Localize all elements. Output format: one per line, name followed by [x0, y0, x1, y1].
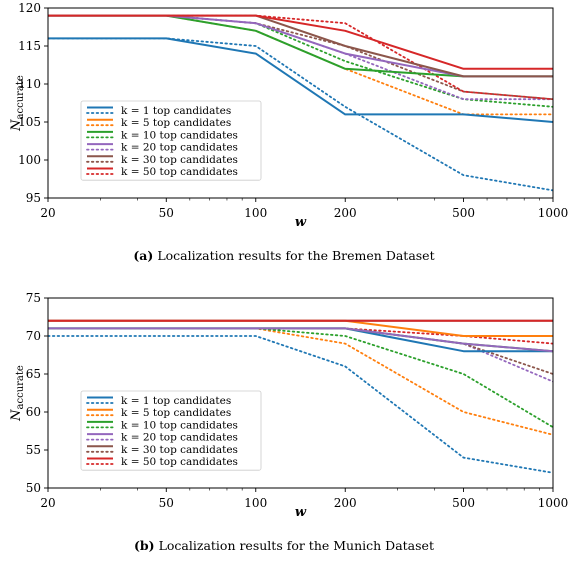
- series-line-dotted-dotted: [48, 327, 553, 383]
- x-tick-label: 100: [244, 206, 267, 220]
- series-line-dotted-dotted: [48, 327, 553, 436]
- legend-label: k = 50 top candidates: [121, 456, 238, 468]
- x-tick-label: 500: [452, 206, 475, 220]
- x-tick-label: 200: [334, 496, 357, 510]
- legend-label: k = 1 top candidates: [121, 395, 231, 407]
- y-axis-label-main: N: [9, 119, 24, 132]
- y-axis-label: Naccurate: [9, 365, 26, 422]
- series-line-k-10-top-candidates-solid: [48, 327, 553, 353]
- legend-label: k = 50 top candidates: [121, 166, 238, 178]
- caption-b-text: Localization results for the Munich Data…: [158, 538, 434, 553]
- y-axis-label-sub: accurate: [15, 75, 26, 119]
- y-tick-label: 60: [26, 405, 41, 419]
- y-tick-label: 95: [26, 191, 41, 205]
- x-tick-label: 20: [40, 206, 55, 220]
- series-line-dotted-dotted: [48, 14, 553, 108]
- y-tick-label: 120: [18, 1, 41, 15]
- y-tick-label: 55: [26, 443, 41, 457]
- y-tick-label: 75: [26, 291, 41, 305]
- series-line-dotted-dotted: [48, 14, 553, 101]
- y-tick-label: 115: [18, 39, 41, 53]
- series-line-dotted-dotted: [48, 327, 553, 429]
- x-tick-label: 1000: [538, 206, 568, 220]
- axes-frame: [47, 297, 554, 489]
- plot-panel-a: 20 50 100 200 500 1000 95 100 105 110 115 120 w Naccu…: [9, 1, 568, 230]
- series-line-k-5-top-candidates-dotted: [48, 14, 553, 116]
- caption-a-label: (a): [133, 248, 154, 263]
- caption-a-text: Localization results for the Bremen Data…: [157, 248, 435, 263]
- series-line-k-50-top-candidates-solid: [48, 14, 553, 70]
- y-tick-label: 100: [18, 153, 41, 167]
- legend-label: k = 20 top candidates: [121, 432, 238, 444]
- series-line-k-1-top-candidates-solid: [48, 327, 553, 353]
- series-line-dotted-dotted: [48, 335, 553, 474]
- legend-box: [80, 390, 262, 471]
- y-axis-label-sub: accurate: [15, 365, 26, 409]
- axes-frame: [47, 7, 554, 199]
- x-axis-label: w: [295, 215, 307, 230]
- y-tick-label: 70: [26, 329, 41, 343]
- legend-label: k = 30 top candidates: [121, 154, 238, 166]
- y-tick-label: 65: [26, 367, 41, 381]
- x-axis-label: w: [295, 505, 307, 520]
- legend-box: [80, 100, 262, 181]
- series-line-k-1-top-candidates-solid: [48, 37, 553, 123]
- series-group: [48, 14, 553, 192]
- series-line-dotted-dotted: [48, 37, 553, 192]
- series-line-dotted-dotted: [48, 327, 553, 375]
- legend-label: k = 10 top candidates: [121, 419, 238, 431]
- caption-b-label: (b): [134, 538, 155, 553]
- series-line-k-20-top-candidates-solid: [48, 327, 553, 353]
- legend-label: k = 5 top candidates: [121, 407, 231, 419]
- series-line-k-10-top-candidates-solid: [48, 14, 553, 78]
- series-line-dotted-dotted: [48, 14, 553, 101]
- legend-label: k = 10 top candidates: [121, 129, 238, 141]
- y-tick-label: 105: [18, 115, 41, 129]
- legend-label: k = 30 top candidates: [121, 444, 238, 456]
- x-tick-label: 200: [334, 206, 357, 220]
- legend-label: k = 1 top candidates: [121, 105, 231, 117]
- series-line-dotted-dotted: [48, 14, 553, 101]
- x-tick-label: 50: [159, 496, 174, 510]
- x-tick-label: 100: [244, 496, 267, 510]
- x-tick-label: 50: [159, 206, 174, 220]
- x-tick-label: 1000: [538, 496, 568, 510]
- y-axis-label-main: N: [9, 409, 24, 422]
- series-group: [48, 319, 553, 474]
- y-axis-label: Naccurate: [9, 75, 26, 132]
- series-line-k-20-top-candidates-solid: [48, 14, 553, 78]
- legend-label: k = 5 top candidates: [121, 117, 231, 129]
- x-tick-label: 500: [452, 496, 475, 510]
- x-tick-label: 20: [40, 496, 55, 510]
- caption-b: (b) Localization results for the Munich …: [0, 538, 568, 553]
- series-line-k-30-top-candidates-solid: [48, 14, 553, 78]
- legend-label: k = 20 top candidates: [121, 142, 238, 154]
- y-tick-label: 50: [26, 481, 41, 495]
- y-tick-label: 110: [18, 77, 41, 91]
- caption-a: (a) Localization results for the Bremen …: [0, 248, 568, 263]
